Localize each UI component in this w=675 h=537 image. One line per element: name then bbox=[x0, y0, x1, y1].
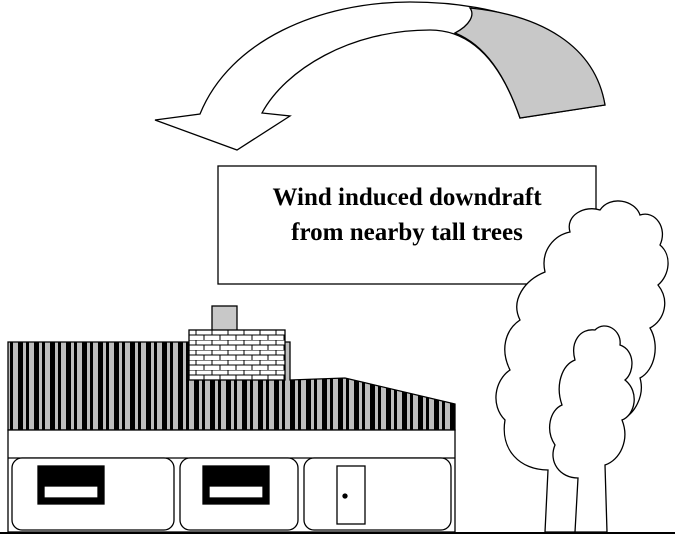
wind-arrow bbox=[155, 2, 605, 150]
label-line: from nearby tall trees bbox=[291, 219, 523, 246]
house bbox=[8, 306, 455, 532]
label-line: Wind induced downdraft bbox=[272, 184, 542, 211]
page: Wind induced downdraft from nearby tall … bbox=[0, 0, 675, 537]
diagram: Wind induced downdraft from nearby tall … bbox=[0, 0, 675, 537]
